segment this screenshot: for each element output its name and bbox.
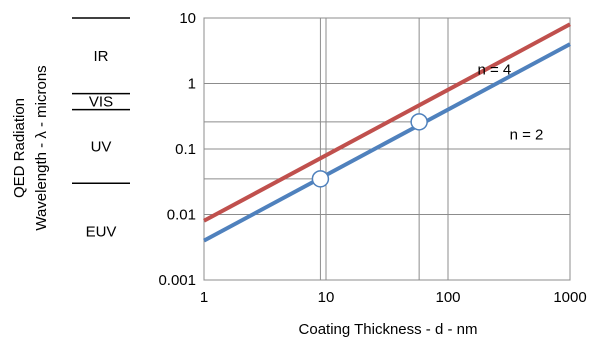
x-tick-label: 1000	[553, 289, 586, 306]
series-label: n = 4	[477, 61, 511, 78]
x-tick-label: 10	[318, 289, 335, 306]
series-line	[203, 22, 571, 223]
x-tick-label: 1	[200, 289, 208, 306]
y-axis-label-line2: Wavelength - λ - microns	[33, 65, 50, 230]
series-label: n = 2	[510, 126, 544, 143]
x-axis-label: Coating Thickness - d - nm	[299, 321, 478, 338]
y-axis-label-line1: QED Radiation	[11, 98, 28, 198]
y-tick-label: 0.1	[175, 141, 196, 158]
data-point-marker	[311, 170, 330, 188]
band-label: UV	[91, 138, 112, 155]
series-line	[203, 42, 571, 243]
band-label: EUV	[86, 224, 117, 241]
data-point-marker	[410, 113, 428, 131]
band-label: IR	[94, 48, 109, 65]
y-tick-label: 10	[179, 10, 196, 27]
y-tick-label: 1	[188, 76, 196, 93]
x-tick-label: 100	[435, 289, 460, 306]
y-tick-label: 0.01	[167, 207, 196, 224]
y-tick-label: 0.001	[158, 272, 196, 289]
band-label: VIS	[89, 94, 113, 111]
